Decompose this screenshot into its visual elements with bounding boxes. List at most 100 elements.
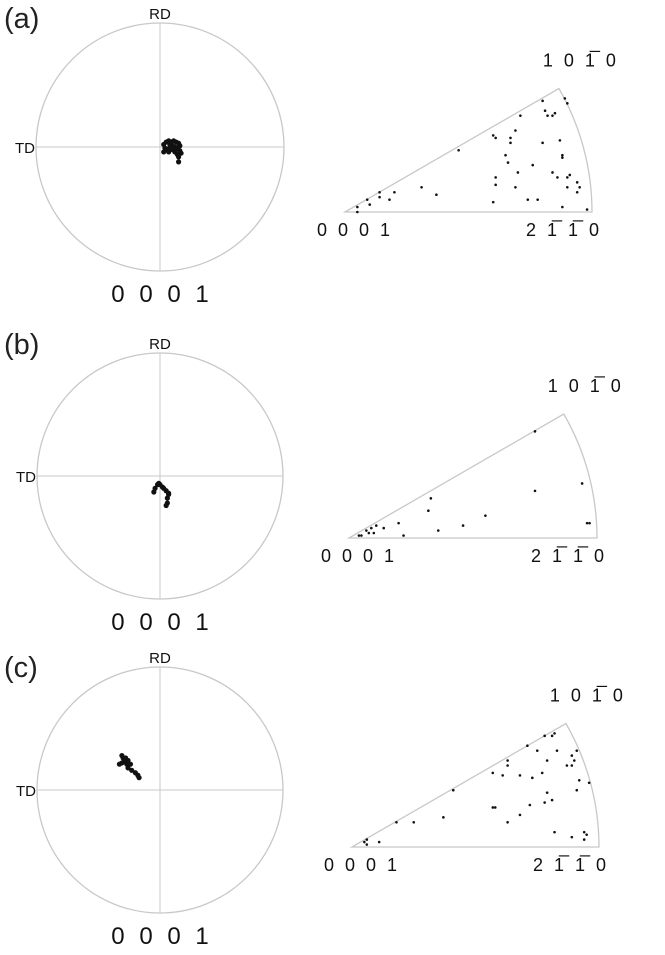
ipf-point — [370, 526, 373, 530]
ipf-point — [582, 838, 586, 841]
pole-point — [176, 154, 182, 160]
ipf-point — [494, 176, 497, 179]
ipf-point — [382, 526, 386, 530]
ipf-point — [372, 531, 376, 535]
ipf-point — [541, 141, 544, 145]
ipf-point — [561, 156, 564, 159]
inverse-pole-figure: 0 0 0 1 2 1̅ 1̅ 0 1 0 1̅ 0 — [324, 686, 626, 876]
ipf-point — [395, 821, 398, 824]
ipf-point — [543, 109, 547, 113]
ipf-right-label: 2 1̅ 1̅ 0 — [526, 220, 602, 240]
ipf-point — [526, 198, 530, 201]
ipf-triangle — [349, 722, 600, 848]
ipf-point — [563, 97, 567, 100]
ipf-point — [494, 183, 497, 187]
ipf-point — [402, 534, 405, 537]
ipf-apex-label: 0 0 0 1 — [324, 855, 400, 875]
ipf-point — [533, 489, 537, 493]
ipf-point — [506, 764, 509, 767]
ipf-point — [555, 749, 559, 752]
ipf-point — [519, 114, 522, 117]
ipf-point — [491, 200, 495, 204]
pole-point — [176, 159, 182, 165]
ipf-point — [550, 798, 554, 802]
pole-label: 0 0 0 1 — [111, 609, 212, 636]
ipf-top-label: 1 0 1̅ 0 — [548, 376, 624, 396]
ipf-point — [501, 774, 504, 777]
pole-point — [129, 767, 135, 773]
ipf-point — [553, 111, 557, 115]
ipf-point — [365, 838, 369, 841]
ipf-point — [588, 521, 591, 525]
ipf-point — [388, 198, 391, 201]
panel-label: (b) — [4, 329, 39, 361]
ipf-point — [585, 833, 588, 836]
ipf-point — [536, 198, 539, 201]
ipf-point — [566, 176, 569, 179]
ipf-point — [378, 190, 381, 194]
ipf-point — [356, 205, 359, 209]
panel-a: (a) RD TD 0 0 0 1 0 0 0 1 2 1̅ 1̅ 0 1 0 1̅ 0 — [4, 3, 619, 308]
ipf-point — [442, 816, 445, 819]
ipf-point — [578, 186, 581, 189]
ipf-apex-label: 0 0 0 1 — [321, 546, 397, 566]
ipf-point — [514, 129, 517, 132]
ipf-point — [491, 134, 495, 137]
ipf-point — [514, 186, 517, 189]
ipf-point — [494, 136, 497, 140]
ipf-point — [427, 509, 430, 513]
rd-label: RD — [149, 650, 171, 667]
ipf-top-label: 1 0 1̅ 0 — [543, 51, 619, 71]
ipf-point — [565, 764, 569, 767]
ipf-point — [543, 734, 546, 738]
ipf-point — [393, 190, 396, 194]
ipf-point — [420, 186, 423, 189]
rd-label: RD — [149, 336, 171, 353]
ipf-point — [357, 534, 361, 537]
ipf-point — [436, 529, 440, 532]
pole-point — [136, 775, 142, 781]
ipf-point — [365, 198, 369, 201]
ipf-point — [561, 153, 564, 157]
ipf-point — [363, 840, 366, 844]
ipf-point — [365, 843, 369, 846]
pole-point — [167, 141, 173, 148]
ipf-point — [378, 195, 381, 199]
ipf-point — [360, 534, 363, 537]
ipf-point — [585, 521, 589, 525]
ipf-point — [553, 732, 556, 735]
pole-point — [152, 485, 158, 491]
ipf-point — [535, 749, 539, 752]
ipf-point — [397, 521, 400, 525]
ipf-point — [509, 141, 512, 145]
ipf-point — [541, 99, 544, 103]
ipf-apex-label: 0 0 0 1 — [317, 220, 393, 240]
ipf-point — [377, 840, 381, 844]
ipf-point — [556, 176, 559, 179]
ipf-point — [545, 791, 549, 794]
pole-figure: RD TD 0 0 0 1 — [16, 336, 284, 636]
ipf-point — [577, 779, 581, 782]
ipf-point — [509, 136, 512, 140]
ipf-top-label: 1 0 1̅ 0 — [550, 686, 626, 706]
ipf-point — [531, 163, 535, 167]
inverse-pole-figure: 0 0 0 1 2 1̅ 1̅ 0 1 0 1̅ 0 — [317, 51, 619, 241]
ipf-point — [518, 813, 522, 817]
ipf-point — [367, 531, 371, 535]
ipf-point — [412, 821, 416, 824]
ipf-point — [491, 771, 495, 775]
ipf-point — [516, 171, 520, 174]
ipf-point — [533, 430, 537, 433]
ipf-point — [506, 759, 509, 762]
ipf-point — [553, 830, 556, 834]
ipf-point — [457, 148, 460, 152]
ipf-right-label: 2 1̅ 1̅ 0 — [533, 855, 609, 875]
ipf-point — [506, 161, 510, 164]
ipf-point — [374, 524, 378, 527]
ipf-point — [570, 754, 574, 757]
ipf-point — [570, 764, 574, 767]
ipf-point — [551, 114, 554, 117]
ipf-right-label: 2 1̅ 1̅ 0 — [531, 546, 607, 566]
ipf-point — [491, 806, 495, 809]
ipf-point — [543, 801, 546, 804]
